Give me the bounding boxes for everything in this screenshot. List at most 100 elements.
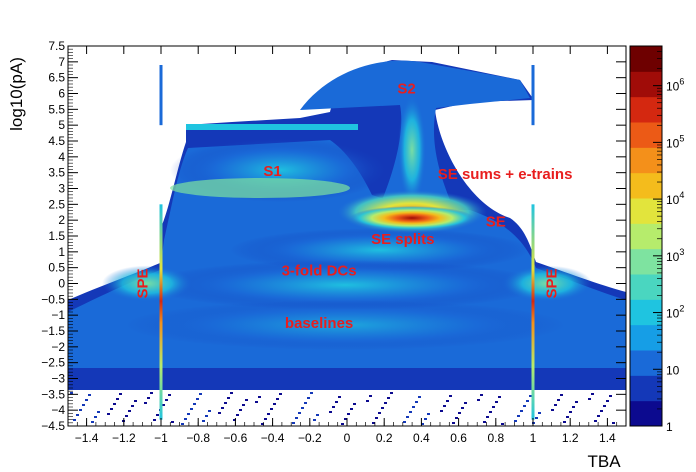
noise-dot <box>313 419 316 421</box>
noise-dot <box>606 400 609 402</box>
noise-dot <box>480 394 483 396</box>
noise-dot <box>477 399 480 401</box>
y-tick-label: 3 <box>58 182 65 196</box>
noise-dot <box>415 401 418 403</box>
heat-s2-stem <box>398 95 426 205</box>
y-tick-label: 5 <box>58 118 65 132</box>
noise-dot <box>501 423 504 425</box>
colorbar-swatch <box>630 96 662 123</box>
colorbar-swatch <box>630 400 662 427</box>
noise-dot <box>446 400 449 402</box>
region-label: 3-fold DCs <box>282 263 357 280</box>
y-tick-label: −2.5 <box>41 356 65 370</box>
y-tick-label: 5.5 <box>48 102 65 116</box>
noise-dot <box>375 417 378 419</box>
colorbar-swatch <box>630 248 662 275</box>
y-tick-label: 2.5 <box>48 197 65 211</box>
noise-dot <box>307 397 310 399</box>
noise-dot <box>171 421 174 423</box>
noise-dot <box>461 407 464 409</box>
noise-dot <box>588 398 591 400</box>
heat-s1-core <box>170 178 350 198</box>
noise-dot <box>335 401 338 403</box>
noise-dot <box>603 405 606 407</box>
x-tick-label: 0.8 <box>487 431 504 445</box>
noise-dot <box>316 414 319 416</box>
y-tick-label: 4.5 <box>48 134 65 148</box>
noise-dot <box>443 405 446 407</box>
y-tick-label: 7 <box>58 55 65 69</box>
noise-dot <box>572 406 575 408</box>
colorbar-tick-label: 10 <box>666 363 680 377</box>
noise-dot <box>424 418 427 420</box>
noise-dot <box>276 398 279 400</box>
noise-dot <box>535 417 538 419</box>
noise-dot <box>255 401 258 403</box>
noise-dot <box>221 407 224 409</box>
heat-3fold <box>145 260 545 310</box>
noise-dot <box>369 395 372 397</box>
noise-dot <box>267 413 270 415</box>
noise-dot <box>554 404 557 406</box>
colorbar-swatch <box>630 324 662 351</box>
y-tick-label: 0 <box>58 277 65 291</box>
noise-dot <box>612 422 615 424</box>
noise-dot <box>91 421 94 423</box>
noise-dot <box>569 411 572 413</box>
colorbar-swatch <box>630 350 662 376</box>
x-tick-label: 1 <box>530 431 537 445</box>
heat-baselines <box>125 300 565 350</box>
noise-dot <box>449 395 452 397</box>
noise-dot <box>514 420 517 422</box>
noise-dot <box>292 422 295 424</box>
noise-dot <box>270 408 273 410</box>
noise-dot <box>329 411 332 413</box>
noise-dot <box>94 416 97 418</box>
noise-dot <box>131 405 134 407</box>
noise-dot <box>202 420 205 422</box>
noise-dot <box>492 406 495 408</box>
noise-dot <box>125 415 128 417</box>
colorbar-swatch <box>630 71 662 98</box>
noise-dot <box>199 393 202 395</box>
noise-dot <box>187 413 190 415</box>
noise-dot <box>97 411 100 413</box>
y-tick-label: 1 <box>58 245 65 259</box>
region-label: SPE <box>134 268 151 298</box>
x-tick-label: −0.6 <box>224 431 248 445</box>
noise-dot <box>168 394 171 396</box>
noise-dot <box>366 400 369 402</box>
noise-dot <box>609 395 612 397</box>
colorbar-swatch <box>630 122 662 148</box>
colorbar-tick-label: 106 <box>666 77 684 94</box>
noise-dot <box>153 419 156 421</box>
noise-dot <box>440 410 443 412</box>
noise-dot <box>403 421 406 423</box>
noise-dot <box>298 412 301 414</box>
noise-dot <box>350 408 353 410</box>
noise-dot <box>347 413 350 415</box>
y-axis-title: log10(pA) <box>7 57 26 131</box>
heat-s1-top-edge <box>186 124 358 130</box>
noise-dot <box>421 423 424 425</box>
noise-dot <box>406 416 409 418</box>
noise-dot <box>600 410 603 412</box>
colorbar-tick-label: 104 <box>666 190 684 207</box>
noise-dot <box>279 393 282 395</box>
noise-dot <box>372 422 375 424</box>
colorbar-swatch <box>630 274 662 300</box>
x-tick-label: 0.4 <box>413 431 430 445</box>
heat-se-peak <box>350 206 474 230</box>
noise-dot <box>181 423 184 425</box>
noise-dot <box>575 401 578 403</box>
colorbar-frame <box>629 45 663 427</box>
noise-dot <box>455 417 458 419</box>
noise-dot <box>116 398 119 400</box>
y-tick-label: −3 <box>51 372 65 386</box>
noise-dot <box>353 403 356 405</box>
colorbar-tick-label: 102 <box>666 304 684 321</box>
noise-dot <box>418 396 421 398</box>
noise-dot <box>452 422 455 424</box>
noise-dot <box>230 392 233 394</box>
noise-dot <box>224 402 227 404</box>
